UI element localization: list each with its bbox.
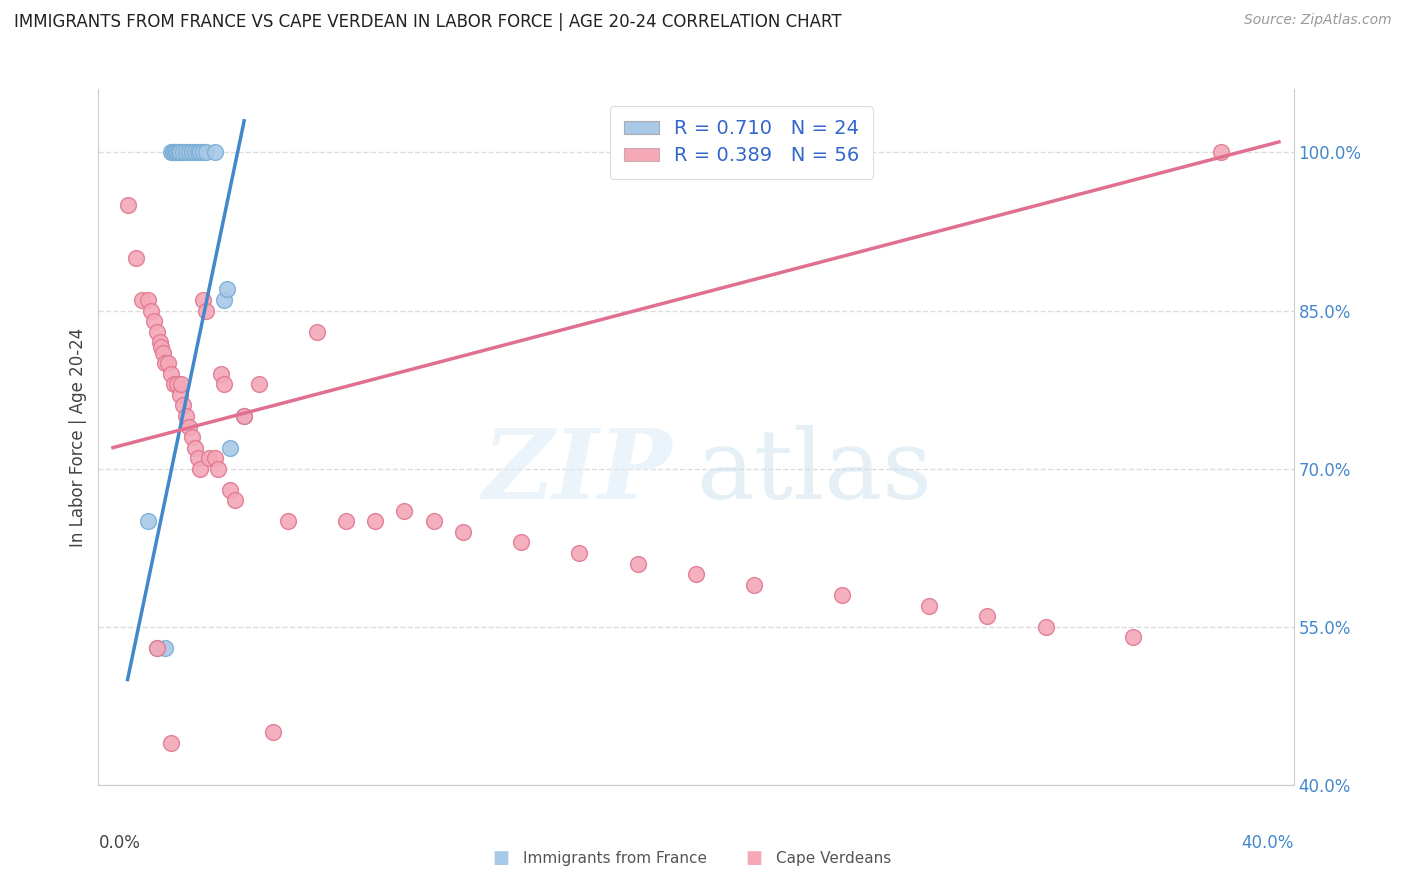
Point xyxy=(174,145,197,160)
Point xyxy=(150,341,173,355)
Point xyxy=(170,377,193,392)
Point xyxy=(262,725,284,739)
Text: Source: ZipAtlas.com: Source: ZipAtlas.com xyxy=(1244,13,1392,28)
Y-axis label: In Labor Force | Age 20-24: In Labor Force | Age 20-24 xyxy=(69,327,87,547)
Point xyxy=(305,325,328,339)
Point xyxy=(685,567,707,582)
Point xyxy=(207,461,229,475)
Point xyxy=(422,515,444,529)
Point xyxy=(136,293,159,307)
Point xyxy=(183,441,205,455)
Point xyxy=(190,145,212,160)
Point xyxy=(157,356,180,370)
Point xyxy=(510,535,533,549)
Point xyxy=(180,430,202,444)
Point xyxy=(177,419,200,434)
Point xyxy=(212,377,235,392)
Legend: R = 0.710   N = 24, R = 0.389   N = 56: R = 0.710 N = 24, R = 0.389 N = 56 xyxy=(610,106,873,179)
Point xyxy=(742,577,765,591)
Point xyxy=(193,293,215,307)
Point xyxy=(160,367,183,381)
Point xyxy=(198,451,221,466)
Point xyxy=(165,145,187,160)
Point xyxy=(172,145,194,160)
Point xyxy=(163,377,186,392)
Point xyxy=(131,293,153,307)
Point xyxy=(195,303,218,318)
Point xyxy=(160,736,183,750)
Point xyxy=(136,515,159,529)
Point xyxy=(177,145,200,160)
Point xyxy=(174,409,197,423)
Point xyxy=(166,145,188,160)
Point xyxy=(568,546,591,560)
Point xyxy=(183,145,205,160)
Point xyxy=(186,145,208,160)
Point xyxy=(627,557,650,571)
Point xyxy=(215,283,238,297)
Point xyxy=(162,145,184,160)
Point xyxy=(145,325,167,339)
Point xyxy=(190,461,212,475)
Point xyxy=(186,451,208,466)
Text: Immigrants from France: Immigrants from France xyxy=(523,851,707,865)
Point xyxy=(195,145,218,160)
Point xyxy=(233,409,256,423)
Text: IMMIGRANTS FROM FRANCE VS CAPE VERDEAN IN LABOR FORCE | AGE 20-24 CORRELATION CH: IMMIGRANTS FROM FRANCE VS CAPE VERDEAN I… xyxy=(14,13,842,31)
Point xyxy=(233,409,256,423)
Point xyxy=(218,441,240,455)
Point xyxy=(172,399,194,413)
Point xyxy=(139,303,162,318)
Point xyxy=(218,483,240,497)
Point xyxy=(918,599,941,613)
Text: atlas: atlas xyxy=(696,425,932,519)
Point xyxy=(451,524,474,539)
Text: ZIP: ZIP xyxy=(482,425,672,519)
Point xyxy=(145,640,167,655)
Point xyxy=(212,293,235,307)
Point xyxy=(204,451,226,466)
Text: 0.0%: 0.0% xyxy=(98,834,141,852)
Point xyxy=(277,515,299,529)
Point xyxy=(166,377,188,392)
Point xyxy=(163,145,186,160)
Text: ■: ■ xyxy=(492,849,509,867)
Point xyxy=(831,588,853,602)
Point xyxy=(155,356,177,370)
Point xyxy=(145,640,167,655)
Text: 40.0%: 40.0% xyxy=(1241,834,1294,852)
Point xyxy=(155,640,177,655)
Text: Cape Verdeans: Cape Verdeans xyxy=(776,851,891,865)
Point xyxy=(247,377,270,392)
Point xyxy=(209,367,232,381)
Point xyxy=(224,493,246,508)
Point xyxy=(364,515,387,529)
Point xyxy=(169,145,191,160)
Point xyxy=(125,251,148,265)
Point xyxy=(193,145,215,160)
Point xyxy=(1035,620,1057,634)
Point xyxy=(204,145,226,160)
Point xyxy=(149,335,172,350)
Point xyxy=(1209,145,1232,160)
Point xyxy=(160,145,183,160)
Point xyxy=(394,504,416,518)
Text: ■: ■ xyxy=(745,849,762,867)
Point xyxy=(167,145,190,160)
Point xyxy=(152,345,174,359)
Point xyxy=(117,198,139,212)
Point xyxy=(976,609,998,624)
Point xyxy=(142,314,165,328)
Point xyxy=(169,388,191,402)
Point xyxy=(335,515,357,529)
Point xyxy=(180,145,202,160)
Point xyxy=(1122,631,1144,645)
